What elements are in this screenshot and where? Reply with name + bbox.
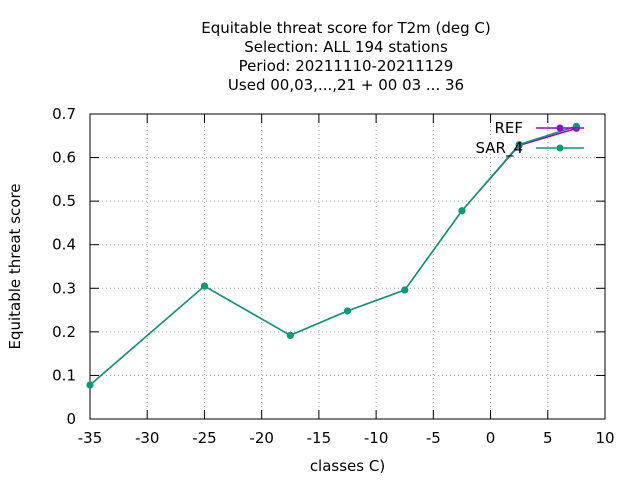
title-line: Equitable threat score for T2m (deg C) xyxy=(201,19,491,37)
axis-ticks xyxy=(89,113,606,420)
y-tick-label: 0.1 xyxy=(52,366,76,384)
x-tick-label: -35 xyxy=(78,429,103,447)
data-point xyxy=(344,307,351,315)
legend-swatch-marker xyxy=(556,144,564,152)
data-point xyxy=(86,381,94,389)
x-tick-label: -5 xyxy=(426,429,441,447)
x-axis-label: classes C) xyxy=(310,457,385,475)
data-point xyxy=(286,331,294,339)
legend-item: REF xyxy=(494,119,584,137)
y-tick-label: 0.5 xyxy=(52,192,76,210)
data-point xyxy=(458,207,466,215)
title-line: Period: 20211110-20211129 xyxy=(239,57,454,75)
series-line xyxy=(89,127,577,386)
data-point xyxy=(515,141,523,148)
y-tick-label: 0.7 xyxy=(52,105,76,123)
x-tick-label: -10 xyxy=(364,429,389,447)
grid xyxy=(90,114,605,419)
x-tick-label: -25 xyxy=(192,429,217,447)
y-tick-labels: 0 0.1 0.2 0.3 0.4 0.5 0.6 0.7 xyxy=(52,105,76,428)
legend-item: SAR_4 xyxy=(475,139,584,158)
y-tick-label: 0 xyxy=(66,410,76,428)
series-sar_4 xyxy=(86,122,580,389)
data-point xyxy=(401,286,409,294)
legend-swatch-marker xyxy=(556,124,564,132)
x-tick-label: 10 xyxy=(595,429,614,447)
series-line xyxy=(89,125,577,386)
y-tick-label: 0.3 xyxy=(52,279,76,297)
data-point xyxy=(200,282,208,290)
y-tick-label: 0.2 xyxy=(52,323,76,341)
y-tick-label: 0.4 xyxy=(52,236,76,254)
x-tick-label: -20 xyxy=(249,429,274,447)
series xyxy=(86,122,580,389)
y-axis-label: Equitable threat score xyxy=(6,183,24,349)
legend: REF SAR_4 xyxy=(475,119,584,158)
x-tick-label: -30 xyxy=(135,429,160,447)
chart-title: Equitable threat score for T2m (deg C)Se… xyxy=(201,19,491,94)
series-ref xyxy=(86,124,580,389)
title-line: Selection: ALL 194 stations xyxy=(244,38,448,56)
x-tick-label: 5 xyxy=(543,429,553,447)
plot-frame xyxy=(89,113,606,420)
x-tick-label: -15 xyxy=(307,429,332,447)
legend-label: REF xyxy=(494,119,523,137)
x-tick-labels: -35 -30 -25 -20 -15 -10 -5 0 5 10 xyxy=(78,429,615,447)
legend-label: SAR_4 xyxy=(475,139,523,158)
title-line: Used 00,03,...,21 + 00 03 ... 36 xyxy=(228,76,464,94)
y-tick-label: 0.6 xyxy=(52,149,76,167)
x-tick-label: 0 xyxy=(486,429,496,447)
